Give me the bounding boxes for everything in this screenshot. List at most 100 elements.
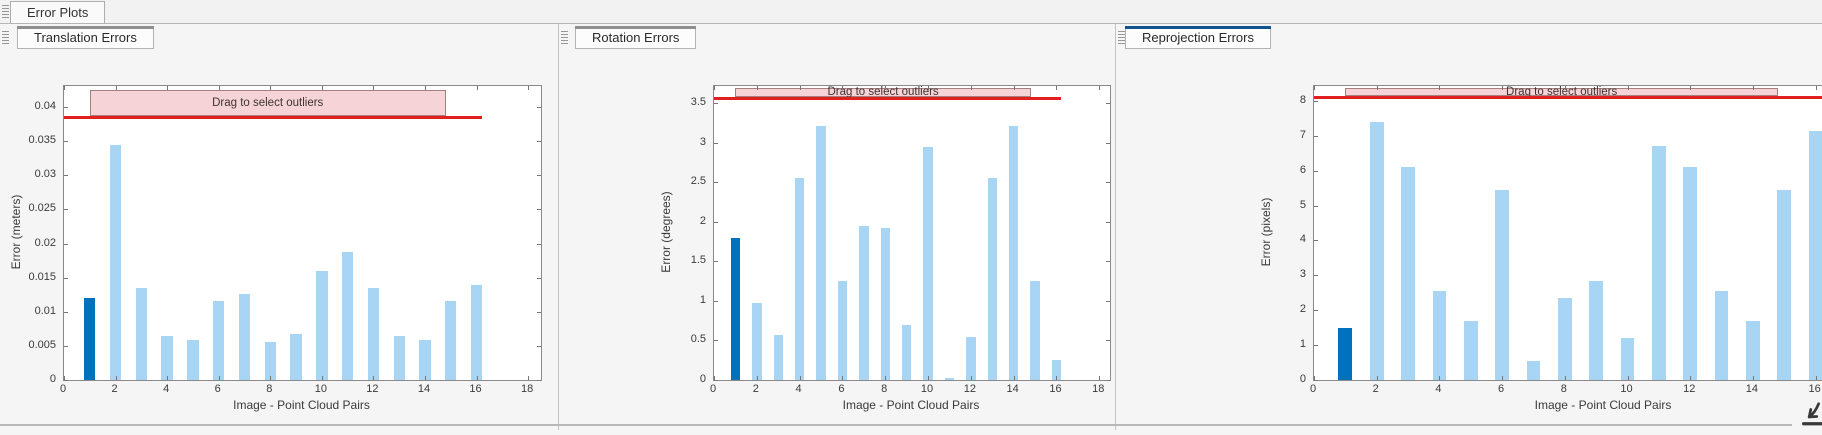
tab-translation-errors[interactable]: Translation Errors	[17, 26, 154, 49]
bar	[367, 287, 380, 380]
bar	[290, 334, 302, 380]
tab-error-plots[interactable]: Error Plots	[10, 1, 106, 23]
x-tick-label: 14	[417, 383, 431, 395]
x-tick-label: 14	[1006, 383, 1019, 395]
axis-tick-mark	[321, 86, 323, 90]
x-tick-label: 10	[314, 383, 327, 395]
y-tick-label: 0.015	[28, 270, 56, 283]
axis-tick-mark	[1013, 376, 1015, 380]
axis-tick-mark	[64, 243, 68, 245]
axis-tick-mark	[1056, 86, 1058, 90]
axis-tick-mark	[64, 311, 68, 313]
axis-tick-mark	[373, 376, 375, 380]
axis-tick-mark	[528, 86, 530, 90]
plot-area: Drag to select outliers	[63, 85, 542, 381]
bar	[1683, 167, 1698, 380]
axis-tick-mark	[1564, 376, 1566, 380]
axis-tick-mark	[64, 209, 68, 211]
axis-tick-mark	[1627, 376, 1629, 380]
x-tick-label: 4	[163, 383, 170, 395]
threshold-line[interactable]	[1314, 96, 1822, 99]
bar	[264, 342, 276, 380]
x-tick-label: 8	[881, 383, 888, 395]
axis-tick-mark	[64, 86, 65, 90]
bar	[987, 178, 997, 380]
outlier-band[interactable]: Drag to select outliers	[1345, 86, 1778, 98]
axis-tick-mark	[1099, 376, 1101, 380]
axis-tick-mark	[537, 243, 541, 245]
bar	[1589, 280, 1604, 380]
axis-tick-mark	[1690, 376, 1692, 380]
tab-reprojection-errors[interactable]: Reprojection Errors	[1125, 26, 1271, 49]
bar	[1369, 121, 1384, 380]
bar	[1620, 338, 1635, 380]
drag-grip-icon[interactable]	[1118, 31, 1125, 44]
x-tick-label: 8	[1560, 383, 1567, 395]
axis-tick-mark	[1314, 135, 1318, 137]
axis-tick-mark	[970, 86, 972, 90]
y-tick-label: 3	[1299, 268, 1306, 281]
axis-tick-mark	[115, 376, 117, 380]
bar	[1030, 281, 1040, 380]
y-tick-label: 4	[1299, 233, 1306, 246]
bar	[773, 334, 783, 380]
threshold-line[interactable]	[64, 115, 482, 119]
axis-tick-mark	[1752, 376, 1754, 380]
bar	[923, 146, 933, 380]
bar	[966, 336, 976, 380]
y-tick-label: 0	[49, 373, 56, 385]
axis-tick-mark	[1013, 86, 1015, 90]
axis-tick-mark	[1314, 170, 1318, 172]
bar	[816, 125, 826, 380]
outlier-band[interactable]: Drag to select outliers	[735, 86, 1031, 99]
axis-tick-mark	[1564, 86, 1566, 90]
y-tick-label: 8	[1299, 93, 1306, 106]
bar	[135, 287, 148, 380]
bar	[1495, 189, 1509, 380]
axis-tick-mark	[115, 86, 117, 90]
axis-tick-mark	[1815, 376, 1817, 380]
axis-tick-mark	[1627, 86, 1629, 90]
y-tick-label: 0	[1299, 373, 1306, 385]
axis-tick-mark	[537, 175, 541, 177]
outlier-band-label: Drag to select outliers	[827, 86, 939, 99]
axis-tick-mark	[799, 376, 801, 380]
bar	[1808, 130, 1822, 380]
tab-accent	[575, 26, 697, 29]
axis-tick-mark	[1314, 240, 1318, 242]
rotation-errors-panel: Rotation Errors Error (degrees) 0 0.5 1 1.5…	[558, 24, 1115, 430]
drag-grip-icon[interactable]	[2, 5, 9, 18]
outlier-band[interactable]: Drag to select outliers	[89, 90, 446, 116]
axis-tick-mark	[64, 380, 68, 381]
threshold-line[interactable]	[714, 97, 1061, 101]
y-tick-label: 0.005	[28, 338, 56, 351]
axis-tick-mark	[1376, 86, 1378, 90]
y-tick-label: 0.02	[34, 236, 56, 249]
export-arrow-icon[interactable]	[1798, 400, 1822, 430]
drag-grip-icon[interactable]	[561, 31, 568, 44]
axis-tick-mark	[1314, 100, 1318, 102]
x-tick-label: 2	[1372, 383, 1379, 395]
x-tick-label: 6	[838, 383, 845, 395]
bar	[316, 270, 328, 380]
axis-tick-mark	[424, 376, 426, 380]
axis-tick-mark	[64, 141, 68, 143]
axis-tick-mark	[756, 86, 758, 90]
axis-tick-mark	[714, 221, 718, 223]
drag-grip-icon[interactable]	[2, 31, 9, 44]
x-tick-label: 2	[111, 383, 118, 395]
tab-rotation-errors[interactable]: Rotation Errors	[575, 26, 697, 49]
axis-tick-mark	[64, 277, 68, 279]
bar	[901, 324, 912, 380]
bar	[1432, 291, 1447, 380]
x-tick-label: 18	[1092, 383, 1105, 395]
bar	[341, 251, 354, 380]
axis-tick-mark	[1439, 86, 1441, 90]
translation-errors-panel: Translation Errors Error (meters) 0 0.005…	[0, 24, 557, 430]
axis-tick-mark	[928, 376, 930, 380]
bar	[84, 298, 96, 380]
axis-tick-mark	[1314, 376, 1315, 380]
x-tick-label: 16	[1808, 383, 1821, 395]
